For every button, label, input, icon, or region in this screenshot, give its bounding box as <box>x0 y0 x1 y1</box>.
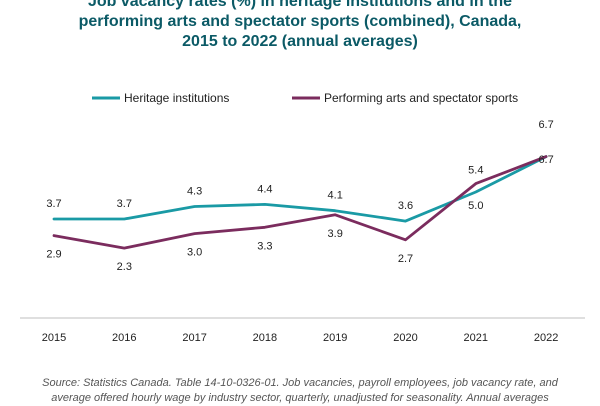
source-note-line-1: Source: Statistics Canada. Table 14-10-0… <box>42 377 558 389</box>
data-point <box>404 238 408 242</box>
data-point <box>263 225 267 229</box>
x-tick-label: 2020 <box>393 332 417 344</box>
x-tick-label: 2016 <box>112 332 136 344</box>
legend-label: Performing arts and spectator sports <box>324 91 518 105</box>
data-label: 3.6 <box>398 200 413 212</box>
x-tick-label: 2021 <box>464 332 488 344</box>
data-label: 2.7 <box>398 253 413 265</box>
data-point <box>333 213 337 217</box>
data-point <box>474 182 478 186</box>
data-label: 3.3 <box>257 240 272 252</box>
x-tick-label: 2019 <box>323 332 347 344</box>
data-point <box>193 205 197 209</box>
x-tick-label: 2017 <box>182 332 206 344</box>
chart-title-line-2: performing arts and spectator sports (co… <box>78 13 522 30</box>
data-point <box>263 202 267 206</box>
data-label: 4.3 <box>187 186 202 198</box>
data-label: 3.9 <box>328 228 343 240</box>
x-tick-label: 2015 <box>42 332 66 344</box>
data-label: 4.4 <box>257 183 272 195</box>
data-label: 4.1 <box>328 190 343 202</box>
data-label: 6.7 <box>538 119 553 131</box>
series-line <box>52 155 548 223</box>
data-point <box>193 232 197 236</box>
data-point <box>474 190 478 194</box>
chart-title-line-1: Job vacancy rates (%) in heritage instit… <box>87 0 513 10</box>
x-tick-label: 2018 <box>253 332 277 344</box>
series-line <box>52 155 548 250</box>
source-note-line-2: average offered hourly wage by industry … <box>51 392 549 404</box>
data-label: 5.4 <box>468 165 483 177</box>
data-point <box>122 246 126 250</box>
chart-title-line-3: 2015 to 2022 (annual averages) <box>182 33 418 50</box>
data-point <box>333 209 337 213</box>
data-label: 2.9 <box>46 249 61 261</box>
data-label: 3.0 <box>187 247 202 259</box>
legend-label: Heritage institutions <box>124 91 229 105</box>
data-point <box>122 217 126 221</box>
data-label: 6.7 <box>538 154 553 166</box>
data-point <box>52 217 56 221</box>
x-tick-label: 2022 <box>534 332 558 344</box>
data-label: 5.0 <box>468 200 483 212</box>
data-point <box>52 234 56 238</box>
data-label: 3.7 <box>46 198 61 210</box>
data-point <box>404 219 408 223</box>
data-label: 3.7 <box>117 198 132 210</box>
data-label: 2.3 <box>117 261 132 273</box>
